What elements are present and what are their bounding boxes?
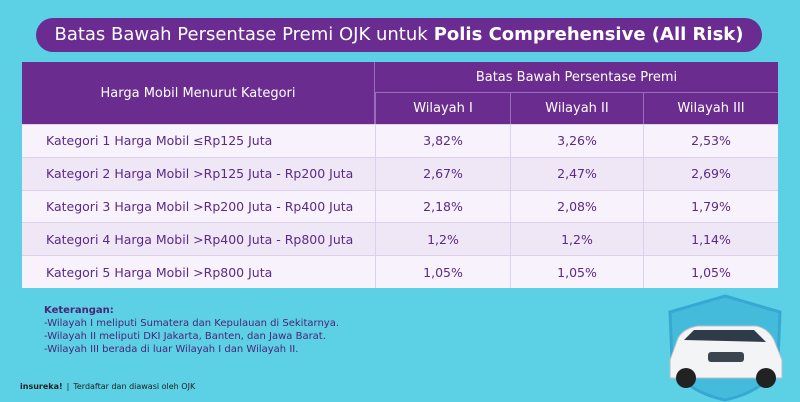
- value-cell: 2,18%: [375, 189, 510, 223]
- value-cell: 1,14%: [643, 222, 778, 256]
- value-cell: 1,2%: [375, 222, 510, 256]
- wheel: [756, 368, 776, 388]
- car-illustration: [668, 294, 783, 402]
- value-cell: 2,47%: [510, 156, 643, 190]
- notes-title: Keterangan:: [44, 305, 114, 316]
- value-cell: 2,08%: [510, 189, 643, 223]
- note-item: -Wilayah II meliputi DKI Jakarta, Banten…: [44, 331, 326, 342]
- category-cell: Kategori 4 Harga Mobil >Rp400 Juta - Rp8…: [22, 222, 375, 256]
- value-cell: 1,2%: [510, 222, 643, 256]
- header-region: Wilayah II: [510, 93, 643, 124]
- category-cell: Kategori 3 Harga Mobil >Rp200 Juta - Rp4…: [22, 189, 375, 223]
- footer-separator: |: [66, 382, 70, 391]
- footer: insureka! | Terdaftar dan diawasi oleh OJK: [20, 382, 195, 391]
- category-cell: Kategori 5 Harga Mobil >Rp800 Juta: [22, 255, 375, 288]
- title-bold: Polis Comprehensive (All Risk): [433, 24, 744, 45]
- title-banner: Batas Bawah Persentase Premi OJK untuk Po…: [36, 18, 762, 52]
- note-item: -Wilayah I meliputi Sumatera dan Kepulau…: [44, 318, 340, 329]
- value-cell: 3,82%: [375, 124, 510, 157]
- wheel: [676, 368, 696, 388]
- header-region: Wilayah III: [643, 93, 778, 124]
- car-window: [684, 330, 766, 342]
- value-cell: 1,05%: [643, 255, 778, 288]
- value-cell: 2,67%: [375, 156, 510, 190]
- value-cell: 2,53%: [643, 124, 778, 157]
- header-region: Wilayah I: [375, 93, 510, 124]
- premium-table: Harga Mobil Menurut Kategori Batas Bawah …: [22, 62, 778, 288]
- header-group: Batas Bawah Persentase Premi: [375, 62, 778, 93]
- category-cell: Kategori 2 Harga Mobil >Rp125 Juta - Rp2…: [22, 156, 375, 190]
- value-cell: 1,05%: [510, 255, 643, 288]
- value-cell: 1,05%: [375, 255, 510, 288]
- footer-text: Terdaftar dan diawasi oleh OJK: [73, 382, 196, 391]
- note-item: -Wilayah III berada di luar Wilayah I da…: [44, 344, 299, 355]
- footer-brand: insureka!: [20, 382, 63, 391]
- notes: Keterangan: -Wilayah I meliputi Sumatera…: [44, 304, 339, 356]
- car-grille: [708, 352, 744, 362]
- category-cell: Kategori 1 Harga Mobil ≤Rp125 Juta: [22, 124, 375, 157]
- value-cell: 3,26%: [510, 124, 643, 157]
- value-cell: 2,69%: [643, 156, 778, 190]
- header-category: Harga Mobil Menurut Kategori: [22, 62, 375, 124]
- title-normal: Batas Bawah Persentase Premi OJK untuk: [54, 24, 428, 45]
- value-cell: 1,79%: [643, 189, 778, 223]
